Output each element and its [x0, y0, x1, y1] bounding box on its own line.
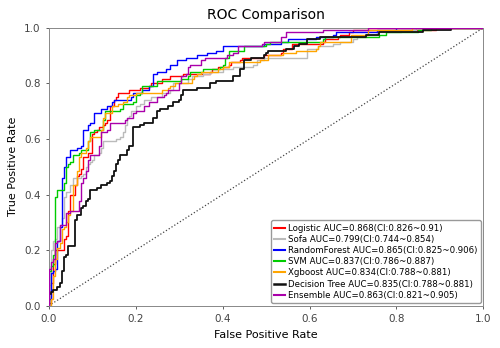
Legend: Logistic AUC=0.868(CI:0.826~0.91), Sofa AUC=0.799(CI:0.744~0.854), RandomForest : Logistic AUC=0.868(CI:0.826~0.91), Sofa … — [271, 220, 481, 303]
X-axis label: False Positive Rate: False Positive Rate — [214, 330, 318, 340]
Title: ROC Comparison: ROC Comparison — [207, 8, 325, 22]
Y-axis label: True Positive Rate: True Positive Rate — [8, 117, 18, 216]
